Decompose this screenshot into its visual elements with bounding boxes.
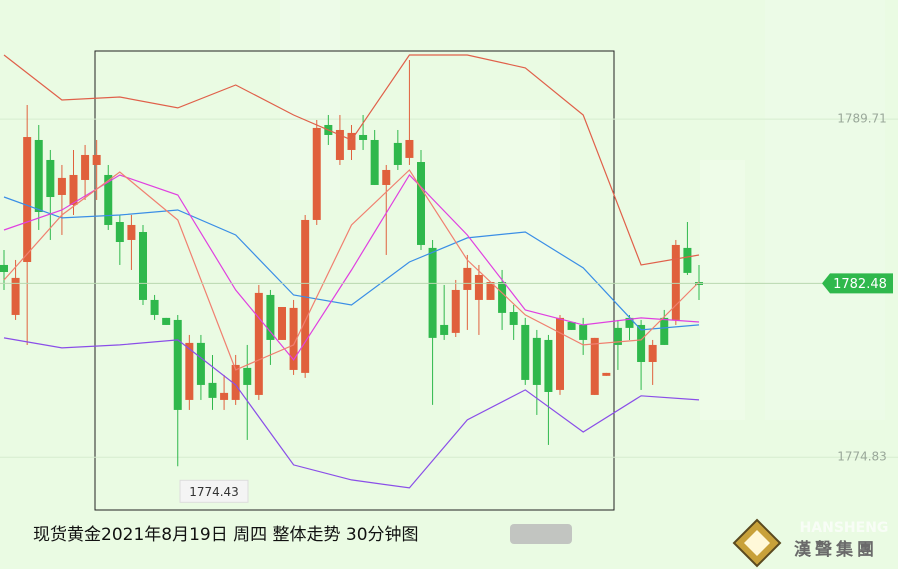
candle-body [243,367,252,385]
indicator-line [3,196,700,331]
logo-watermark: HANSHENG [800,520,889,536]
candle-body [220,392,229,400]
candle-body [417,162,425,245]
candle-body [544,339,553,392]
candle-body [335,129,344,160]
candle-body [69,174,78,205]
candle-body [370,139,379,185]
candle-body [602,372,611,376]
candle-body [127,224,136,240]
candle-body [11,277,20,315]
candle-body [613,327,622,345]
low-annotation-label: 1774.43 [189,485,239,499]
last-price-label: 1782.48 [833,277,887,292]
candle-body [92,154,101,165]
candle-body [625,317,634,328]
indicator-line [3,54,700,266]
candle-body [150,299,159,315]
logo-text: 漢聲集團 [794,539,878,560]
candle-body [451,289,460,333]
candle-body [23,137,32,263]
candle-body [289,307,298,370]
candle-body [567,321,576,330]
background-buildings [280,0,885,420]
highlight-box [94,50,615,511]
candle-body [81,154,90,180]
candle-body [498,282,507,313]
candle-body [347,132,356,150]
candle-body [532,337,541,385]
candle-body [278,306,286,340]
candle-body [231,364,240,400]
candle-body [0,264,8,273]
candle-body [173,319,182,410]
candle-body [648,344,657,362]
candle-body [359,134,368,140]
candle-body [46,159,55,198]
candle-body [139,232,147,300]
candle-body [486,282,495,300]
candle-body [104,174,113,225]
candle-body [382,169,391,185]
candle-body [405,139,414,158]
candle-body [579,324,588,340]
low-annotation-box [179,479,249,503]
candle-body [683,247,692,273]
candle-body [509,311,518,325]
candle-body [115,222,124,243]
candle-body [440,324,449,335]
candle-body [393,142,402,165]
candle-body [671,244,680,320]
caption: 现货黄金2021年8月19日 周四 整体走势 30分钟图 [33,525,419,545]
y-tick-label: 1774.83 [837,450,887,464]
indicator-line [3,337,700,489]
candle-body [463,267,472,290]
candle-body [162,317,171,325]
candle-body [590,337,599,395]
candle-body [208,382,217,398]
indicator-line [3,174,700,361]
logo: HANSHENG 漢聲集團 [732,518,889,568]
candle-body [428,247,437,338]
blurred-mark [510,524,572,544]
candle-body [521,324,530,380]
candle-body [196,342,205,385]
candle-body [637,324,646,362]
last-price-tag [822,273,893,294]
candle-body [266,294,275,340]
candle-body [556,317,564,390]
candle-body [660,317,669,345]
candle-body [185,342,194,400]
candle-body [34,139,43,213]
candle-body [57,177,66,195]
candle-body [474,274,483,300]
candle-body [254,292,263,395]
candle-body [312,127,321,220]
y-tick-label: 1789.71 [837,112,887,126]
indicator-line [3,169,700,371]
